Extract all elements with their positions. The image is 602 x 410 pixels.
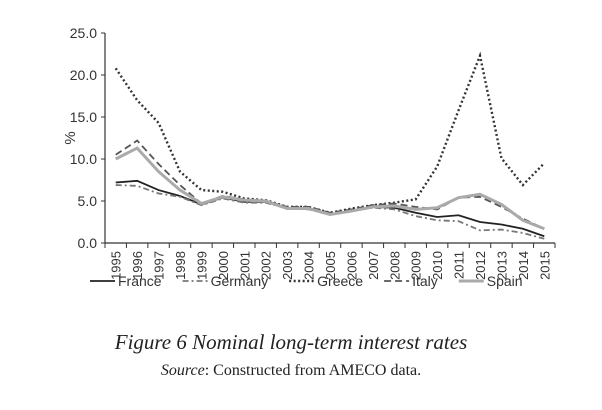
y-axis-label: %: [62, 131, 79, 144]
x-tick-label: 2014: [516, 251, 531, 280]
x-tick-label: 2015: [537, 251, 552, 280]
figure-caption: Figure 6 Nominal long-term interest rate…: [114, 330, 468, 354]
x-tick-label: 1997: [152, 251, 167, 280]
figure-source: Source: Constructed from AMECO data.: [0, 362, 592, 380]
legend-label-france: France: [118, 273, 162, 289]
x-tick-label: 2002: [259, 251, 274, 280]
x-tick-label: 1999: [194, 251, 209, 280]
x-tick-label: 2012: [473, 251, 488, 280]
legend-label-germany: Germany: [211, 273, 269, 289]
legend-label-italy: Italy: [412, 273, 438, 289]
legend-label-greece: Greece: [317, 273, 363, 289]
y-tick-label: 5.0: [78, 193, 98, 209]
x-tick-label: 2007: [366, 251, 381, 280]
x-tick-label: 2006: [344, 251, 359, 280]
x-tick-label: 2003: [280, 251, 295, 280]
x-tick-label: 1996: [130, 251, 145, 280]
y-tick-label: 0.0: [78, 235, 98, 251]
x-tick-label: 2009: [409, 251, 424, 280]
source-label: Source: [160, 362, 205, 379]
series-line-greece: [114, 51, 546, 214]
y-tick-label: 20.0: [70, 67, 97, 83]
x-tick-label: 2011: [452, 251, 467, 279]
x-tick-label: 2004: [302, 251, 317, 280]
x-tick-label: 2010: [430, 251, 445, 280]
x-tick-label: 2005: [323, 251, 338, 280]
series-line-italy: [115, 139, 545, 230]
legend-label-spain: Spain: [487, 273, 523, 289]
source-text: : Constructed from AMECO data.: [204, 362, 422, 379]
y-tick-label: 15.0: [70, 109, 97, 125]
series-line-spain: [115, 146, 545, 231]
y-tick-label: 25.0: [70, 25, 97, 41]
x-tick-label: 1998: [173, 251, 188, 280]
x-tick-label: 1995: [109, 251, 124, 280]
x-tick-label: 2008: [387, 251, 402, 280]
x-tick-label: 2000: [216, 251, 231, 280]
line-chart: 0.0 5.0 10.0 15.0 20.0 25.0% 1995 1996 1997 1998 1…: [62, 25, 556, 289]
x-tick-label: 2001: [237, 251, 252, 280]
x-tick-label: 2013: [494, 251, 509, 280]
y-tick-label: 10.0: [70, 151, 97, 167]
